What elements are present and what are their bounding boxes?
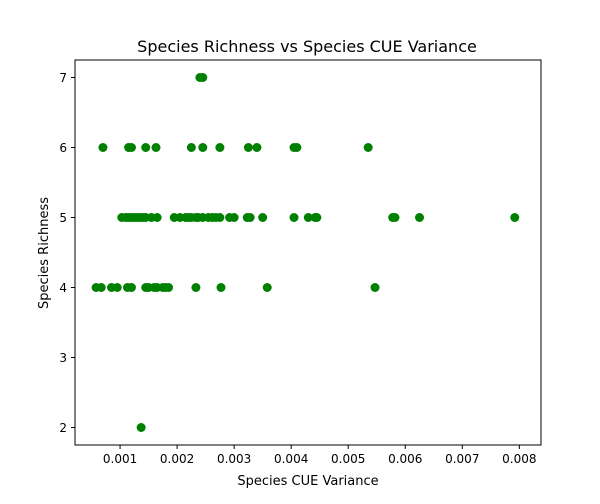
scatter-point — [136, 423, 146, 432]
plot-area — [91, 73, 520, 432]
x-tick-label: 0.007 — [445, 452, 479, 466]
x-tick-label: 0.001 — [103, 452, 137, 466]
chart-title: Species Richness vs Species CUE Variance — [137, 37, 477, 56]
x-tick-label: 0.002 — [160, 452, 194, 466]
scatter-point — [312, 213, 322, 222]
y-tick-label: 2 — [59, 421, 67, 435]
scatter-point — [215, 213, 225, 222]
scatter-point — [141, 143, 151, 152]
scatter-point — [126, 283, 136, 292]
scatter-point — [98, 143, 108, 152]
x-axis: 0.001 0.002 0.003 0.004 0.005 0.006 0.007 0.008 — [103, 445, 537, 466]
scatter-point — [152, 213, 162, 222]
y-tick-label: 7 — [59, 71, 67, 85]
scatter-point — [258, 213, 268, 222]
scatter-point — [363, 143, 373, 152]
scatter-point — [216, 283, 226, 292]
scatter-point — [126, 143, 136, 152]
x-tick-label: 0.006 — [388, 452, 422, 466]
scatter-point — [303, 213, 313, 222]
scatter-point — [370, 283, 380, 292]
scatter-point — [112, 283, 122, 292]
scatter-point — [289, 213, 299, 222]
scatter-point — [198, 143, 208, 152]
scatter-point — [252, 143, 262, 152]
scatter-point — [510, 213, 520, 222]
scatter-point — [198, 73, 208, 82]
scatter-point — [151, 143, 161, 152]
scatter-point — [415, 213, 425, 222]
scatter-point — [390, 213, 400, 222]
y-tick-label: 3 — [59, 351, 67, 365]
plot-frame — [74, 59, 542, 446]
scatter-point — [262, 283, 272, 292]
y-axis: 2 3 4 5 6 7 — [59, 71, 75, 435]
x-tick-label: 0.005 — [331, 452, 365, 466]
scatter-point — [292, 143, 302, 152]
scatter-point — [245, 213, 255, 222]
x-tick-label: 0.004 — [274, 452, 308, 466]
scatter-point — [186, 143, 196, 152]
scatter-point — [191, 283, 201, 292]
x-tick-label: 0.008 — [502, 452, 536, 466]
y-tick-label: 4 — [59, 281, 67, 295]
scatter-point — [96, 283, 106, 292]
x-tick-label: 0.003 — [217, 452, 251, 466]
scatter-point — [229, 213, 239, 222]
scatter-point — [215, 143, 225, 152]
x-axis-label: Species CUE Variance — [237, 474, 378, 489]
scatter-point — [164, 283, 174, 292]
scatter-point — [243, 143, 253, 152]
y-axis-label: Species Richness — [37, 197, 52, 309]
y-tick-label: 6 — [59, 141, 67, 155]
y-tick-label: 5 — [59, 211, 67, 225]
